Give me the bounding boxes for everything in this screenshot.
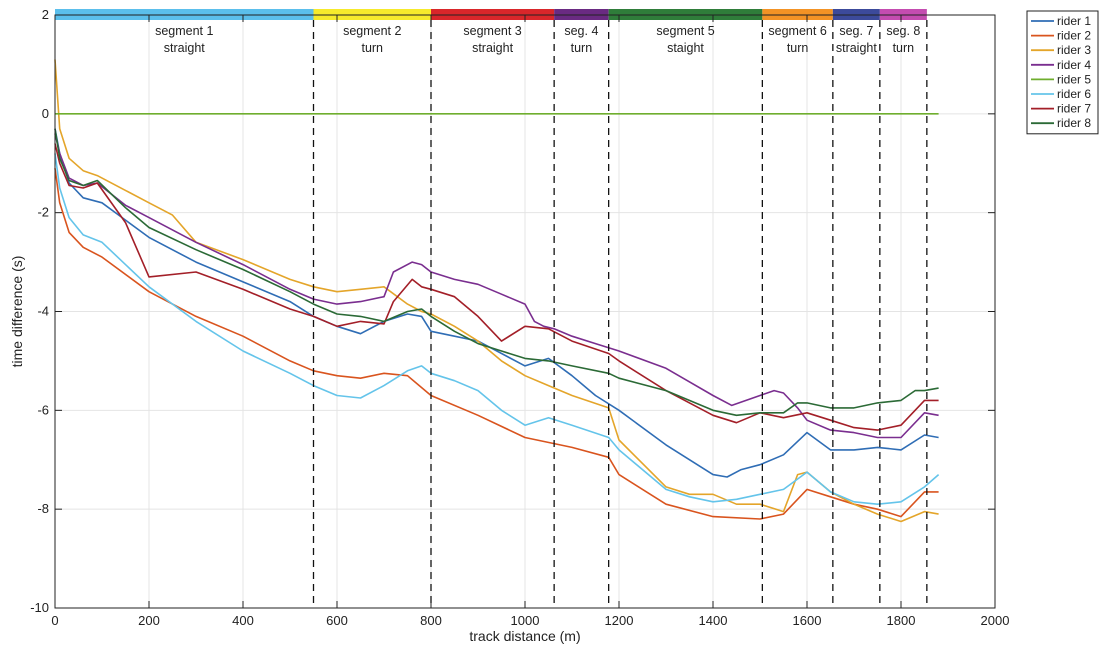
x-tick-label: 1400 [699,613,728,628]
x-tick-label: 2000 [981,613,1010,628]
segment-sublabel-8: turn [893,41,915,55]
x-tick-label: 0 [51,613,58,628]
y-axis-label: time difference (s) [9,256,25,368]
x-tick-label: 800 [420,613,442,628]
y-tick-label: -4 [37,304,49,319]
grid-lines [55,15,995,608]
segment-label-7: seg. 7 [839,24,873,38]
x-axis-label: track distance (m) [469,628,580,644]
segment-sublabel-6: turn [787,41,809,55]
series-lines [54,59,940,523]
segment-sublabel-7: straight [836,41,878,55]
legend-entry-rider-5: rider 5 [1057,72,1091,86]
legend-entry-rider-7: rider 7 [1057,102,1091,116]
segment-boundaries [312,20,928,608]
legend-box [1026,10,1099,135]
x-tick-label: 1600 [793,613,822,628]
y-tick-label: 0 [42,106,49,121]
legend-entry-rider-4: rider 4 [1057,58,1091,72]
segment-label-1: segment 1 [155,24,213,38]
segment-sublabel-5: staight [667,41,704,55]
segment-label-5: segment 5 [656,24,714,38]
series-line-rider-1 [54,128,939,478]
segment-sublabel-1: straight [164,41,206,55]
x-tick-label: 200 [138,613,160,628]
x-tick-label: 400 [232,613,254,628]
y-tick-label: -6 [37,402,49,417]
segment-label-3: segment 3 [463,24,521,38]
legend-entry-rider-2: rider 2 [1057,29,1091,43]
plot-frame [54,14,996,609]
x-tick-label: 1200 [605,613,634,628]
segment-sublabel-2: turn [361,41,383,55]
y-tick-label: -10 [30,600,49,615]
segment-label-6: segment 6 [768,24,826,38]
legend-entry-rider-6: rider 6 [1057,87,1091,101]
series-line-rider-8 [54,128,939,417]
legend-entry-rider-1: rider 1 [1057,14,1091,28]
segment-label-2: segment 2 [343,24,401,38]
segment-label-4: seg. 4 [564,24,598,38]
x-tick-label: 600 [326,613,348,628]
legend-entry-rider-8: rider 8 [1057,116,1091,130]
segment-label-8: seg. 8 [886,24,920,38]
segment-sublabel-3: straight [472,41,514,55]
series-line-rider-4 [54,133,939,439]
x-tick-label: 1000 [511,613,540,628]
y-tick-label: -2 [37,205,49,220]
y-tick-label: 2 [42,7,49,22]
segment-sublabel-4: turn [571,41,593,55]
segment-labels: segment 1 straight segment 2 turn segment 3 s… [155,24,920,55]
series-line-rider-7 [54,143,939,431]
x-tick-label: 1800 [887,613,916,628]
series-line-rider-6 [54,153,940,506]
series-line-rider-3 [54,59,939,523]
series-line-rider-2 [54,168,939,520]
legend-entry-rider-3: rider 3 [1057,43,1091,57]
tick-labels: 0 200 400 600 800 1000 1200 1400 1600 1800 200020-… [30,7,1009,628]
y-tick-label: -8 [37,501,49,516]
